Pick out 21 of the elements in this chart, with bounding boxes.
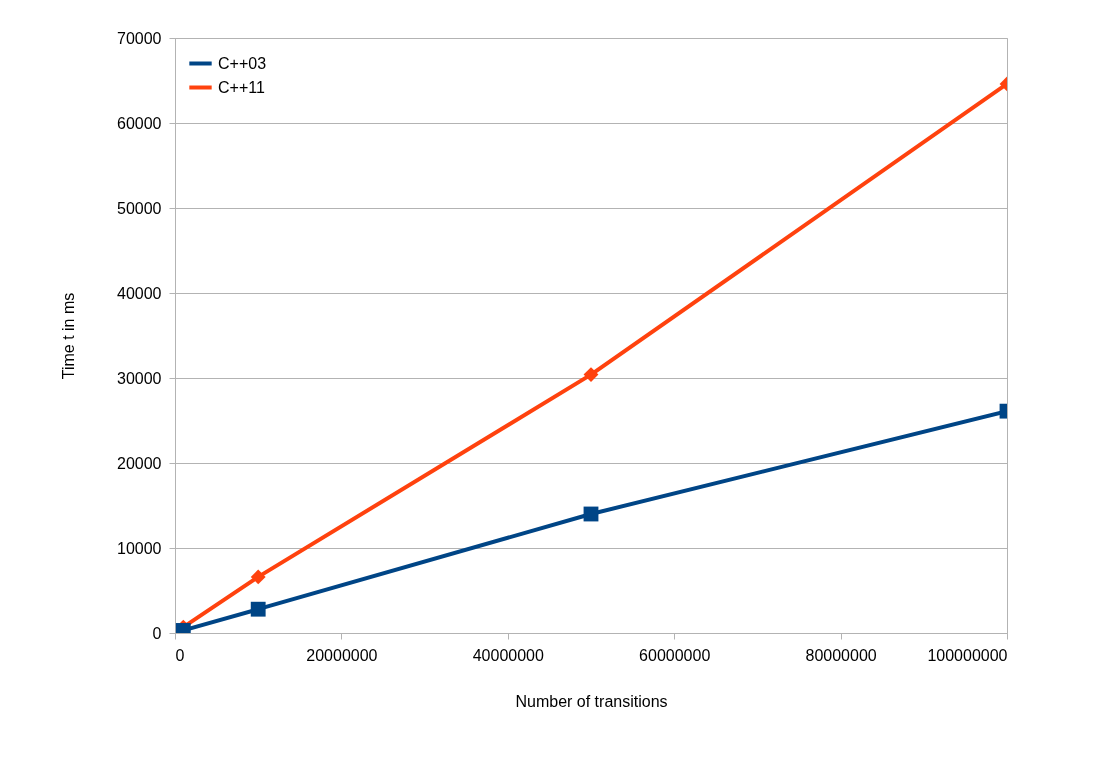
y-tick-label: 30000 [117,369,162,387]
y-tick-label: 50000 [117,199,162,217]
x-axis-title: Number of transitions [515,692,668,710]
point [250,569,266,585]
point [250,601,266,617]
y-tick-label: 0 [152,624,162,642]
y-tick-label: 40000 [117,284,162,302]
x-tick-label: 80000000 [805,646,877,664]
point [583,367,599,383]
x-tick-label: 0 [175,646,185,664]
x-tick-label: 100000000 [927,646,1008,664]
x-tick-label: 60000000 [639,646,711,664]
y-tick-label: 20000 [117,454,162,472]
x-tick-label: 20000000 [306,646,378,664]
y-tick-label: 70000 [117,29,162,47]
legend-label: C++11 [218,78,265,96]
y-tick-label: 10000 [117,539,162,557]
x-tick-label: 40000000 [472,646,544,664]
legend-label: C++03 [218,54,267,72]
y-axis-title: Time t in ms [60,292,78,380]
y-tick-label: 60000 [117,114,162,132]
